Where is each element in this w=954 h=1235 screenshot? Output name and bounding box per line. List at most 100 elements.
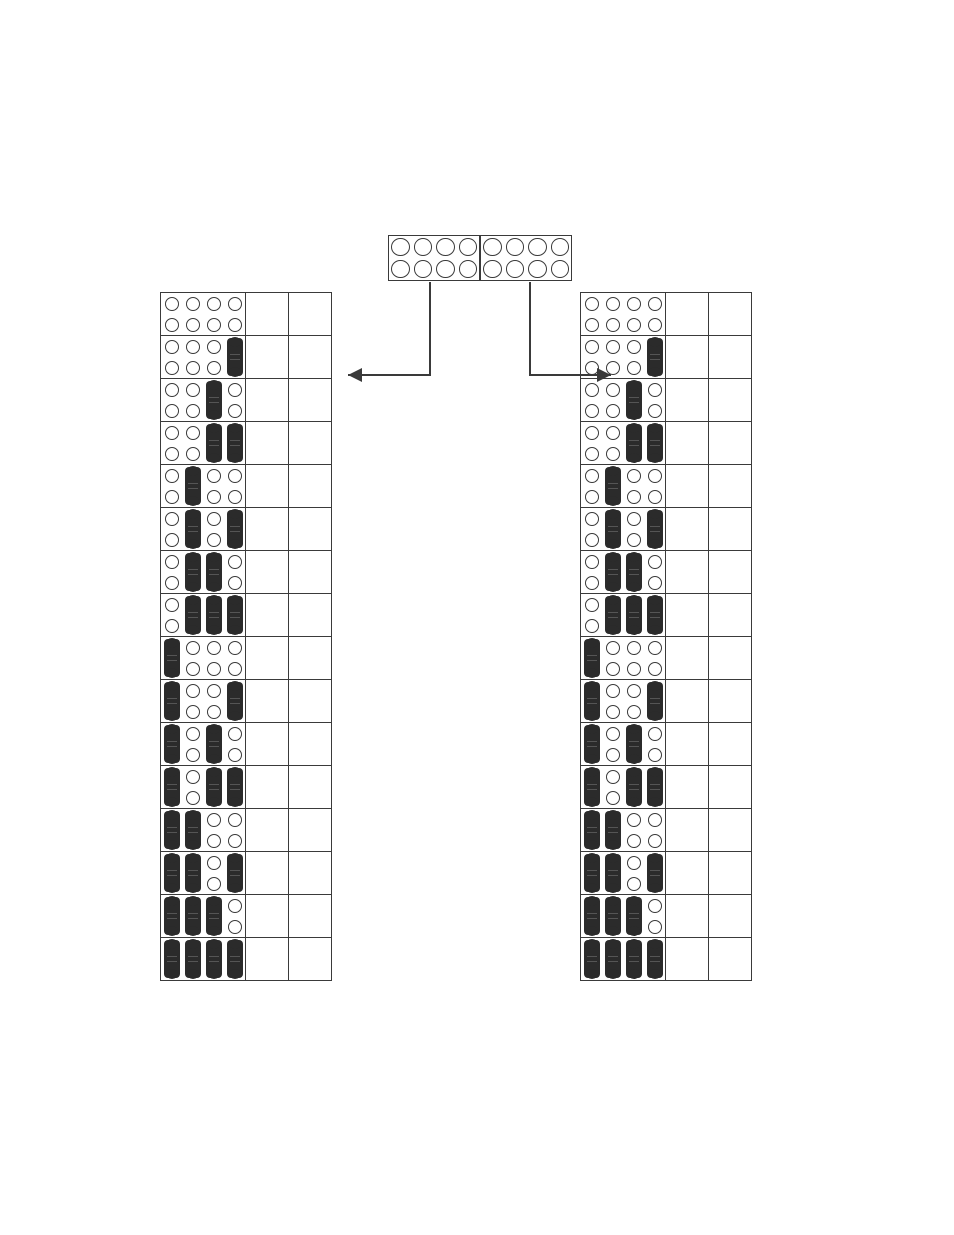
table-row: [581, 594, 752, 637]
jumper-icon: [584, 682, 600, 720]
pin-hole: [228, 297, 242, 311]
jumper-cell: [581, 465, 666, 508]
jumper-cell: [161, 594, 246, 637]
jumper-cell: [581, 637, 666, 680]
jumper-icon: [185, 510, 201, 548]
table-row: [581, 895, 752, 938]
pin-hole: [585, 512, 599, 526]
value-cell-b: [289, 293, 332, 336]
jumper-icon: [206, 897, 222, 935]
pin-hole: [627, 684, 641, 698]
pin-hole: [228, 727, 242, 741]
value-cell-b: [289, 723, 332, 766]
jumper-icon: [626, 768, 642, 806]
jumper-icon: [626, 940, 642, 978]
jumper-icon: [164, 854, 180, 892]
pin-grid: [161, 508, 245, 550]
pin-hole: [627, 340, 641, 354]
value-cell-a: [246, 551, 289, 594]
pin-grid: [161, 809, 245, 851]
pin-hole: [165, 490, 179, 504]
pin-grid: [581, 637, 665, 679]
pin-hole: [207, 512, 221, 526]
value-cell-a: [246, 336, 289, 379]
pin-hole: [648, 834, 662, 848]
pin-hole: [165, 340, 179, 354]
value-cell-b: [289, 852, 332, 895]
jumper-cell: [581, 723, 666, 766]
pin-hole: [585, 404, 599, 418]
pin-hole: [207, 297, 221, 311]
jumper-icon: [227, 940, 243, 978]
pin-hole: [186, 705, 200, 719]
pin-hole: [648, 813, 662, 827]
pin-hole: [165, 361, 179, 375]
table-row: [581, 938, 752, 981]
jumper-icon: [584, 940, 600, 978]
pin-hole: [627, 512, 641, 526]
jumper-icon: [605, 940, 621, 978]
value-cell-a: [666, 336, 709, 379]
jumper-icon: [647, 768, 663, 806]
pin-hole: [606, 447, 620, 461]
pin-hole: [186, 426, 200, 440]
pin-hole: [228, 318, 242, 332]
pin-grid: [161, 336, 245, 378]
jumper-icon: [227, 682, 243, 720]
pin-hole: [165, 576, 179, 590]
jumper-cell: [161, 723, 246, 766]
pin-hole: [186, 404, 200, 418]
value-cell-b: [289, 766, 332, 809]
jumper-icon: [185, 596, 201, 634]
jumper-table-left: [160, 292, 332, 981]
jumper-cell: [581, 551, 666, 594]
page: [0, 0, 954, 1235]
pin-hole: [648, 383, 662, 397]
pin-grid: [161, 422, 245, 464]
pin-hole: [627, 877, 641, 891]
value-cell-a: [246, 895, 289, 938]
value-cell-b: [709, 809, 752, 852]
pin-hole: [606, 404, 620, 418]
jumper-icon: [584, 854, 600, 892]
jumper-cell: [161, 809, 246, 852]
value-cell-a: [666, 680, 709, 723]
jumper-icon: [584, 639, 600, 677]
jumper-icon: [626, 424, 642, 462]
pin-hole: [207, 469, 221, 483]
pin-hole: [165, 297, 179, 311]
value-cell-b: [709, 766, 752, 809]
jumper-icon: [185, 553, 201, 591]
jumper-icon: [164, 768, 180, 806]
pin-hole: [165, 404, 179, 418]
pin-hole: [186, 340, 200, 354]
value-cell-a: [666, 766, 709, 809]
jumper-cell: [161, 766, 246, 809]
jumper-cell: [161, 465, 246, 508]
pin-hole: [228, 555, 242, 569]
pin-hole: [165, 512, 179, 526]
value-cell-b: [709, 551, 752, 594]
pin-hole: [585, 533, 599, 547]
value-cell-a: [246, 465, 289, 508]
value-cell-b: [289, 551, 332, 594]
pin-hole: [648, 641, 662, 655]
jumper-icon: [227, 510, 243, 548]
pin-hole: [186, 791, 200, 805]
jumper-icon: [626, 553, 642, 591]
pin-grid: [581, 465, 665, 507]
pin-hole: [648, 297, 662, 311]
value-cell-a: [666, 895, 709, 938]
pin-hole: [207, 340, 221, 354]
value-cell-b: [289, 465, 332, 508]
jumper-icon: [227, 424, 243, 462]
jumper-cell: [581, 680, 666, 723]
table-row: [581, 422, 752, 465]
pin-hole: [165, 619, 179, 633]
pin-grid: [581, 508, 665, 550]
pin-hole: [606, 705, 620, 719]
pin-hole: [648, 404, 662, 418]
table-row: [581, 293, 752, 336]
pin-hole: [186, 684, 200, 698]
pin-hole: [186, 447, 200, 461]
